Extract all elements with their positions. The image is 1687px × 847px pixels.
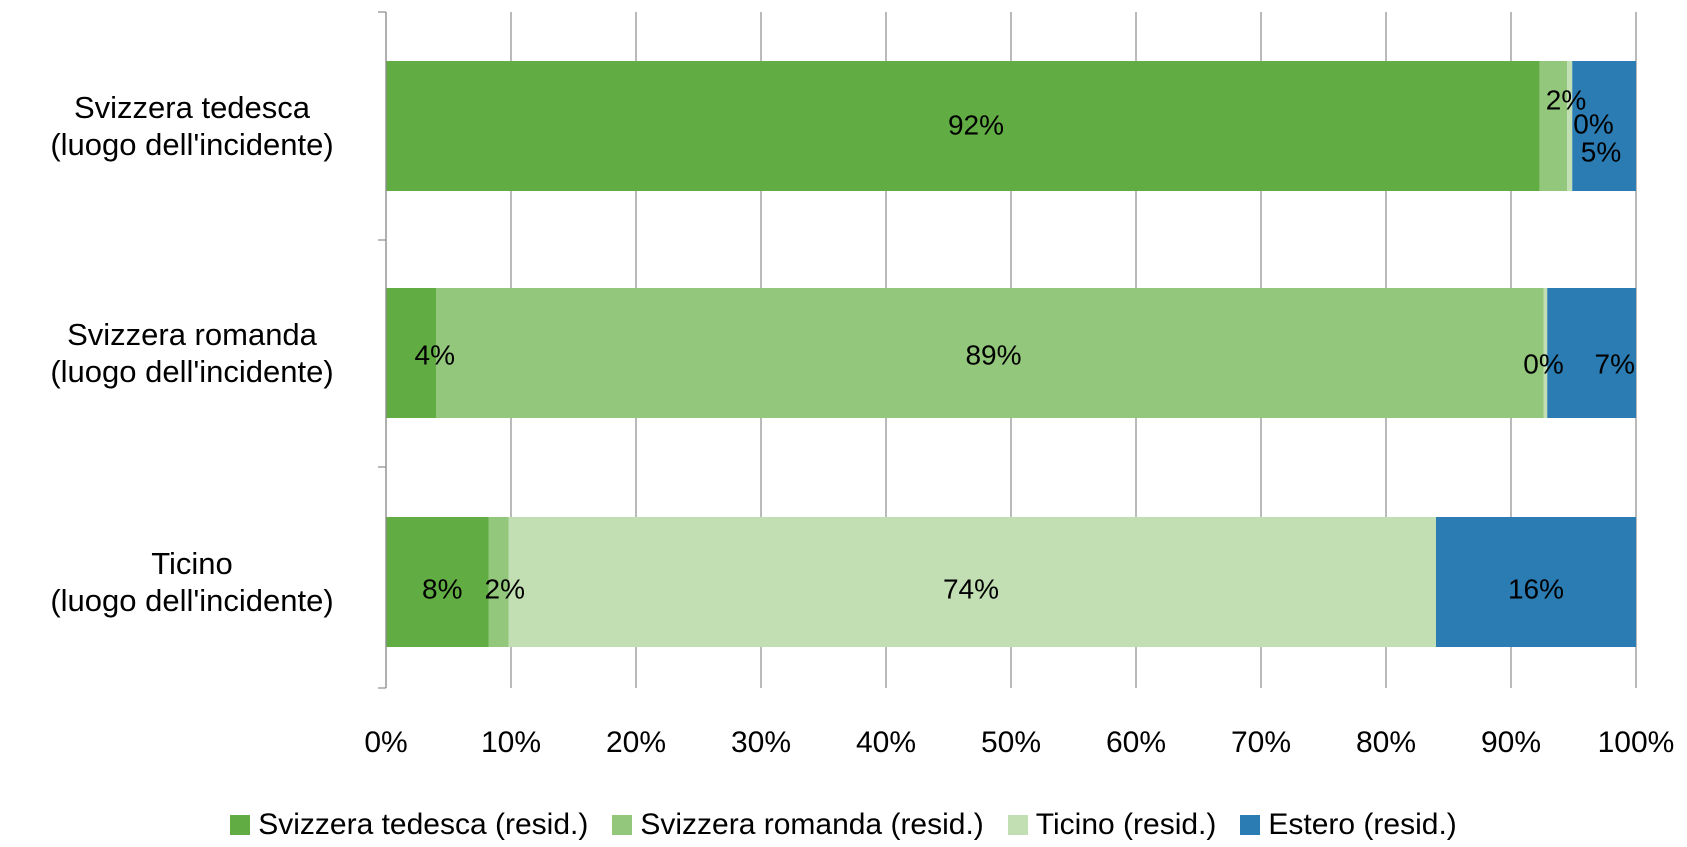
legend-item: Svizzera romanda (resid.) xyxy=(612,808,984,842)
bar-segment xyxy=(1547,288,1636,418)
bar-segment xyxy=(508,517,1436,647)
axes: 0% 10% 20% 30% 40% 50% 60% 70% 80% 90% 100% Svizzer… xyxy=(50,11,1675,759)
legend-label: Ticino (resid.) xyxy=(1035,808,1217,841)
x-tick-label: 60% xyxy=(1106,726,1166,759)
x-tick-label: 20% xyxy=(606,726,666,759)
bar-segment xyxy=(1543,288,1548,418)
x-tick-label: 50% xyxy=(981,726,1041,759)
data-label: 8% xyxy=(422,573,462,604)
x-tick-label: 100% xyxy=(1598,726,1675,759)
legend: Svizzera tedesca (resid.) Svizzera romand… xyxy=(0,808,1687,842)
legend-label: Svizzera romanda (resid.) xyxy=(640,808,984,841)
x-tick-label: 10% xyxy=(481,726,541,759)
category-label-line: (luogo dell'incidente) xyxy=(50,354,333,389)
x-tick-label: 0% xyxy=(364,726,407,759)
category-label: Svizzera tedesca (luogo dell'incidente) xyxy=(50,90,333,162)
category-label-line: (luogo dell'incidente) xyxy=(50,127,333,162)
legend-swatch xyxy=(612,815,633,835)
legend-item: Estero (resid.) xyxy=(1240,808,1457,842)
bar-segment xyxy=(1572,61,1636,191)
legend-swatch xyxy=(230,815,251,835)
legend-label: Svizzera tedesca (resid.) xyxy=(258,808,589,841)
x-tick-label: 90% xyxy=(1481,726,1541,759)
category-label: Svizzera romanda (luogo dell'incidente) xyxy=(50,317,333,389)
data-label: 16% xyxy=(1508,573,1564,604)
bar-segment xyxy=(1567,61,1573,191)
category-label: Ticino (luogo dell'incidente) xyxy=(50,546,333,618)
data-labels: 92%2%0%5%4% 89% 0% 7%8% 2% 74% 16% xyxy=(415,84,1635,604)
bar-segment xyxy=(1436,517,1636,647)
bar-segment xyxy=(436,288,1544,418)
bar-segment xyxy=(1539,61,1568,191)
category-label-line: (luogo dell'incidente) xyxy=(50,583,333,618)
legend-swatch xyxy=(1240,815,1261,835)
data-label: 2% xyxy=(1546,84,1586,115)
x-tick-label: 80% xyxy=(1356,726,1416,759)
legend-swatch xyxy=(1007,815,1028,835)
category-label-line: Svizzera romanda xyxy=(67,317,318,352)
x-tick-label: 40% xyxy=(856,726,916,759)
data-label: 74% xyxy=(943,573,999,604)
bar-segment xyxy=(386,61,1540,191)
x-tick-label: 30% xyxy=(731,726,791,759)
bar-segment xyxy=(386,288,436,418)
data-label: 92% xyxy=(948,109,1004,140)
legend-label: Estero (resid.) xyxy=(1268,808,1457,841)
category-label-line: Svizzera tedesca xyxy=(74,90,311,125)
data-label: 0% xyxy=(1523,348,1563,379)
data-label: 4% xyxy=(415,339,455,370)
legend-item: Svizzera tedesca (resid.) xyxy=(230,808,588,842)
data-label: 5% xyxy=(1581,136,1621,167)
bar-segment xyxy=(488,517,509,647)
bar-segment xyxy=(386,517,489,647)
category-label-line: Ticino xyxy=(151,546,233,581)
data-label: 89% xyxy=(965,339,1021,370)
bars xyxy=(386,61,1636,647)
data-label: 0% xyxy=(1573,108,1613,139)
legend-item: Ticino (resid.) xyxy=(1007,808,1217,842)
data-label: 2% xyxy=(485,573,525,604)
data-label: 7% xyxy=(1595,348,1635,379)
x-tick-label: 70% xyxy=(1231,726,1291,759)
